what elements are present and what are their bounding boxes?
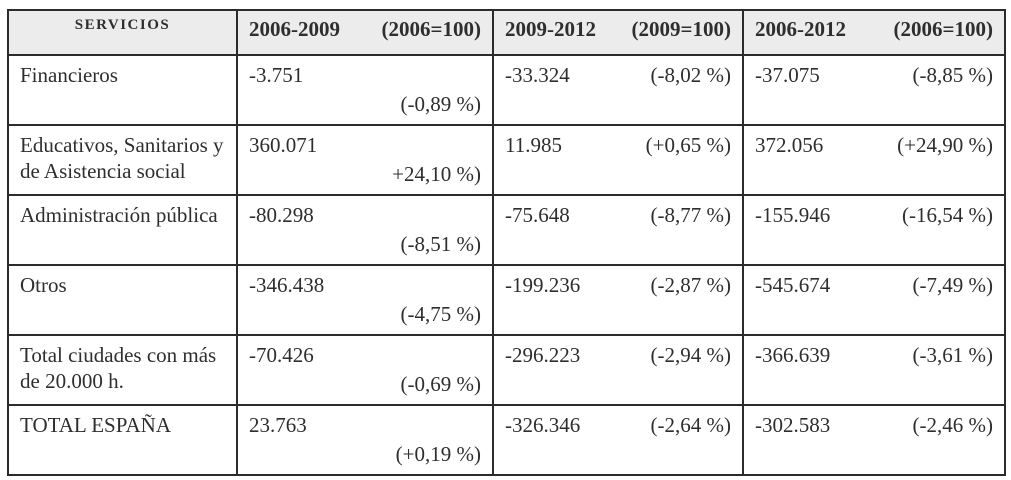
cell-2006-2012: -366.639 (-3,61 %) — [742, 334, 1006, 406]
period-label-2006-2009: 2006-2009 — [249, 17, 340, 41]
base-label-2009-100: (2009=100) — [631, 17, 731, 41]
service-label: Otros — [7, 264, 238, 336]
cell-2006-2009: 360.071 +24,10 %) — [236, 124, 494, 196]
value-2009-2012: -33.324 — [505, 63, 570, 87]
cell-2006-2009: 23.763 (+0,19 %) — [236, 404, 494, 476]
header-servicios: SERVICIOS — [7, 9, 238, 56]
pct-2006-2009: +24,10 %) — [392, 162, 481, 187]
value-2006-2009: -70.426 — [249, 343, 314, 367]
cell-2006-2012: -37.075 (-8,85 %) — [742, 54, 1006, 126]
value-2006-2009: -346.438 — [249, 273, 325, 297]
cell-2006-2009: -80.298 (-8,51 %) — [236, 194, 494, 266]
cell-2006-2009: -346.438 (-4,75 %) — [236, 264, 494, 336]
service-label: Administración pública — [7, 194, 238, 266]
pct-2006-2009: (-0,89 %) — [400, 92, 481, 117]
cell-2009-2012: -296.223 (-2,94 %) — [492, 334, 744, 406]
value-2006-2012: -155.946 — [755, 203, 831, 227]
cell-2009-2012: -326.346 (-2,64 %) — [492, 404, 744, 476]
table-row: Administración pública -80.298 (-8,51 %)… — [7, 194, 1006, 266]
cell-2009-2012: -75.648 (-8,77 %) — [492, 194, 744, 266]
pct-2009-2012: (-8,02 %) — [650, 63, 731, 87]
cell-2006-2009: -70.426 (-0,69 %) — [236, 334, 494, 406]
cell-2006-2012: -155.946 (-16,54 %) — [742, 194, 1006, 266]
pct-2009-2012: (+0,65 %) — [645, 133, 731, 157]
header-row: SERVICIOS 2006-2009 (2006=100) 2009-2012… — [7, 9, 1006, 56]
value-2006-2009: -80.298 — [249, 203, 314, 227]
base-label-2006-100-total: (2006=100) — [893, 17, 993, 41]
cell-2006-2012: -302.583 (-2,46 %) — [742, 404, 1006, 476]
pct-2006-2012: (+24,90 %) — [897, 133, 993, 157]
value-2006-2012: -302.583 — [755, 413, 831, 437]
table-row: Educativos, Sanitarios y de Asistencia s… — [7, 124, 1006, 196]
pct-2006-2009: (-4,75 %) — [400, 302, 481, 327]
service-label: Financieros — [7, 54, 238, 126]
cell-2009-2012: 11.985 (+0,65 %) — [492, 124, 744, 196]
period-label-2009-2012: 2009-2012 — [505, 17, 596, 41]
services-table: SERVICIOS 2006-2009 (2006=100) 2009-2012… — [7, 9, 1006, 476]
pct-2006-2012: (-3,61 %) — [912, 343, 993, 367]
value-2006-2009: 23.763 — [249, 413, 307, 437]
value-2009-2012: 11.985 — [505, 133, 562, 157]
header-period-2006-2012: 2006-2012 (2006=100) — [742, 9, 1006, 56]
value-2006-2009: -3.751 — [249, 63, 304, 87]
pct-2009-2012: (-2,94 %) — [650, 343, 731, 367]
pct-2006-2012: (-16,54 %) — [902, 203, 993, 227]
value-2006-2012: -366.639 — [755, 343, 831, 367]
pct-2006-2009: (-0,69 %) — [400, 372, 481, 397]
table-row: Financieros -3.751 (-0,89 %) -33.324 (-8… — [7, 54, 1006, 126]
service-label: Total ciudades con más de 20.000 h. — [7, 334, 238, 406]
header-period-2009-2012: 2009-2012 (2009=100) — [492, 9, 744, 56]
value-2006-2012: -37.075 — [755, 63, 820, 87]
value-2009-2012: -75.648 — [505, 203, 570, 227]
base-label-2006-100: (2006=100) — [381, 17, 481, 41]
cell-2006-2009: -3.751 (-0,89 %) — [236, 54, 494, 126]
pct-2009-2012: (-8,77 %) — [650, 203, 731, 227]
value-2009-2012: -296.223 — [505, 343, 581, 367]
cell-2006-2012: -545.674 (-7,49 %) — [742, 264, 1006, 336]
pct-2006-2012: (-7,49 %) — [912, 273, 993, 297]
pct-2006-2009: (+0,19 %) — [395, 442, 481, 467]
pct-2006-2012: (-8,85 %) — [912, 63, 993, 87]
value-2009-2012: -199.236 — [505, 273, 581, 297]
header-period-2006-2009: 2006-2009 (2006=100) — [236, 9, 494, 56]
pct-2006-2012: (-2,46 %) — [912, 413, 993, 437]
value-2006-2012: 372.056 — [755, 133, 824, 157]
service-label: TOTAL ESPAÑA — [7, 404, 238, 476]
cell-2009-2012: -33.324 (-8,02 %) — [492, 54, 744, 126]
pct-2006-2009: (-8,51 %) — [400, 232, 481, 257]
value-2006-2012: -545.674 — [755, 273, 831, 297]
cell-2006-2012: 372.056 (+24,90 %) — [742, 124, 1006, 196]
value-2009-2012: -326.346 — [505, 413, 581, 437]
period-label-2006-2012: 2006-2012 — [755, 17, 846, 41]
table-row: Otros -346.438 (-4,75 %) -199.236 (-2,87… — [7, 264, 1006, 336]
pct-2009-2012: (-2,64 %) — [650, 413, 731, 437]
value-2006-2009: 360.071 — [249, 133, 318, 157]
table-row: Total ciudades con más de 20.000 h. -70.… — [7, 334, 1006, 406]
table-row: TOTAL ESPAÑA 23.763 (+0,19 %) -326.346 (… — [7, 404, 1006, 476]
pct-2009-2012: (-2,87 %) — [650, 273, 731, 297]
cell-2009-2012: -199.236 (-2,87 %) — [492, 264, 744, 336]
service-label: Educativos, Sanitarios y de Asistencia s… — [7, 124, 238, 196]
